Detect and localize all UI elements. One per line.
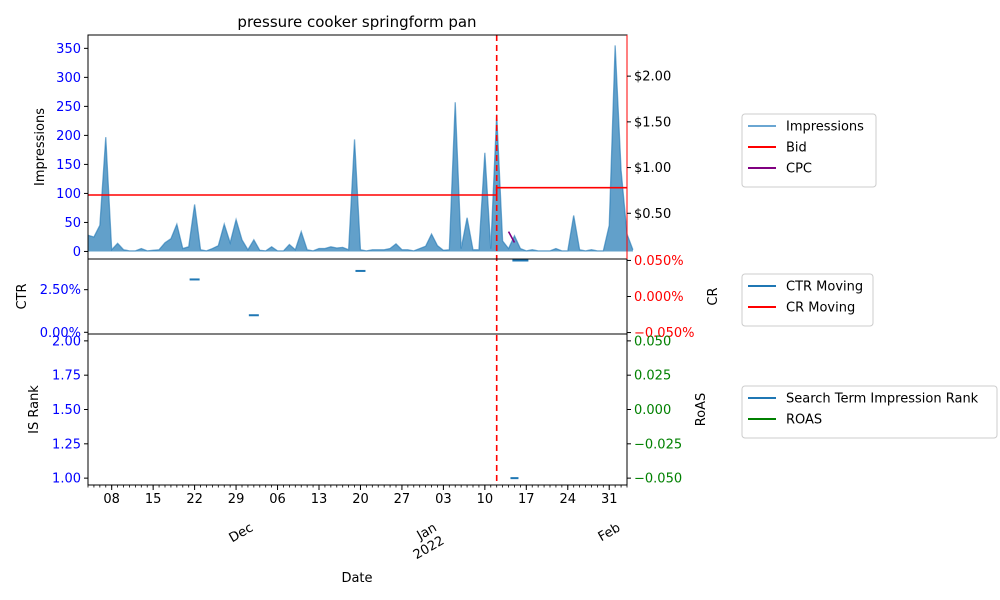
x-tick-label-day: 27: [394, 492, 411, 507]
impressions-axis-label: Impressions: [33, 108, 48, 186]
x-tick-label-month-line: Feb: [596, 520, 623, 545]
roas-axis-label: RoAS: [694, 393, 709, 427]
is-rank-y-tick-label: 1.75: [52, 369, 81, 384]
is-rank-axis-label: IS Rank: [27, 385, 42, 434]
legend-label: Search Term Impression Rank: [786, 392, 979, 407]
panel-frame-3: [87, 333, 628, 486]
x-tick-label-day: 06: [269, 492, 286, 507]
x-tick-label-day: 31: [601, 492, 618, 507]
x-tick-label-day: 10: [477, 492, 494, 507]
roas-y-tick-label: 0.025: [634, 369, 671, 384]
legend-2: CTR Moving CR Moving: [741, 273, 874, 327]
impressions-area: [88, 45, 633, 252]
x-tick-label-day: 08: [103, 492, 120, 507]
x-axis-label: Date: [341, 571, 372, 586]
impressions-y-tick-label: 0: [73, 245, 81, 260]
is-rank-y-tick-label: 1.50: [52, 403, 81, 418]
cpc-line: [507, 231, 516, 243]
legend-label: CTR Moving: [786, 280, 863, 295]
legend-label: CR Moving: [786, 301, 855, 316]
impressions-y-tick-label: 250: [56, 100, 81, 115]
x-tick-label-month-line: Dec: [227, 520, 256, 546]
legend-box: [741, 385, 998, 439]
impressions-y-tick-label: 50: [64, 216, 81, 231]
legend-label: ROAS: [786, 413, 822, 428]
x-tick-label-day: 13: [311, 492, 328, 507]
is-rank-y-tick-label: 1.25: [52, 437, 81, 452]
roas-y-tick-label: 0.000: [634, 403, 671, 418]
impressions-line: [87, 45, 634, 252]
x-tick-label-day: 17: [518, 492, 535, 507]
legend-label: CPC: [786, 162, 812, 177]
impressions-y-tick-label: 300: [56, 71, 81, 86]
cr-axis-label: CR: [706, 287, 721, 305]
x-tick-label-day: 20: [352, 492, 369, 507]
impressions-y-tick-label: 150: [56, 158, 81, 173]
ctr-y-tick-label: 0.00%: [40, 326, 81, 341]
legend-1: Impressions Bid CPC: [741, 113, 877, 188]
ctr-axis-label: CTR: [15, 283, 30, 309]
x-tick-label-day: 24: [559, 492, 576, 507]
legend-3: Search Term Impression Rank ROAS: [741, 385, 998, 439]
x-tick-label-month: Feb: [596, 520, 623, 545]
is-rank-y-tick-label: 1.00: [52, 472, 81, 487]
is-rank-y-tick-label: 2.00: [52, 334, 81, 349]
legend-label: Impressions: [786, 120, 864, 135]
bid-y-tick-label: $2.00: [634, 70, 671, 85]
bid-y-tick-label: $1.00: [634, 161, 671, 176]
chart-title: pressure cooker springform pan: [237, 13, 476, 31]
x-tick-label-day: 03: [435, 492, 452, 507]
legend-label: Bid: [786, 141, 807, 156]
cr-y-tick-label: −0.050%: [634, 326, 694, 341]
cr-y-tick-label: 0.000%: [634, 290, 684, 305]
x-tick-label-day: 29: [228, 492, 245, 507]
bid-y-tick-label: $0.50: [634, 207, 671, 222]
x-tick-label-day: 15: [145, 492, 162, 507]
cr-y-tick-label: 0.050%: [634, 254, 684, 269]
bid-line: [88, 186, 627, 196]
impressions-y-tick-label: 100: [56, 187, 81, 202]
bid-y-tick-label: $1.50: [634, 115, 671, 130]
roas-y-tick-label: −0.050: [634, 472, 682, 487]
x-tick-label-month: Jan2022: [403, 520, 447, 563]
x-tick-label-day: 22: [186, 492, 203, 507]
roas-y-tick-label: −0.025: [634, 437, 682, 452]
x-tick-label-month: Dec: [227, 520, 256, 546]
impressions-y-tick-label: 200: [56, 129, 81, 144]
ctr-y-tick-label: 2.50%: [40, 283, 81, 298]
impressions-y-tick-label: 350: [56, 42, 81, 57]
roas-y-tick-label: 0.050: [634, 334, 671, 349]
